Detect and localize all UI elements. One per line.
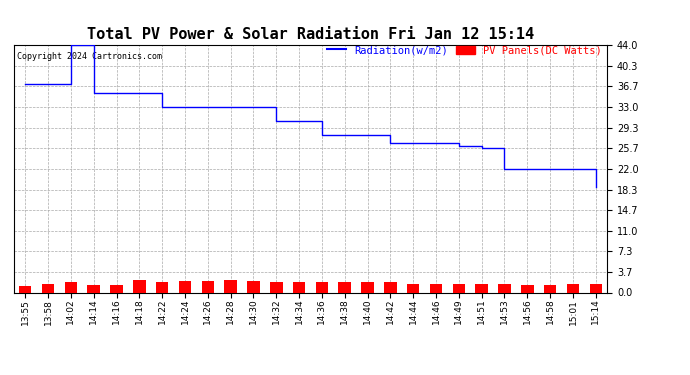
Bar: [88, 285, 100, 292]
Bar: [339, 282, 351, 292]
Bar: [407, 284, 420, 292]
Bar: [270, 282, 282, 292]
Bar: [315, 282, 328, 292]
Bar: [384, 282, 397, 292]
Bar: [110, 285, 123, 292]
Bar: [498, 284, 511, 292]
Bar: [42, 284, 55, 292]
Bar: [247, 281, 259, 292]
Bar: [430, 284, 442, 292]
Title: Total PV Power & Solar Radiation Fri Jan 12 15:14: Total PV Power & Solar Radiation Fri Jan…: [87, 27, 534, 42]
Bar: [544, 285, 556, 292]
Bar: [475, 284, 488, 292]
Bar: [453, 284, 465, 292]
Legend: Radiation(w/m2), PV Panels(DC Watts): Radiation(w/m2), PV Panels(DC Watts): [327, 45, 602, 55]
Bar: [65, 282, 77, 292]
Bar: [362, 282, 374, 292]
Bar: [293, 282, 306, 292]
Bar: [521, 285, 533, 292]
Bar: [133, 280, 146, 292]
Bar: [224, 280, 237, 292]
Bar: [179, 281, 191, 292]
Bar: [566, 284, 579, 292]
Bar: [156, 282, 168, 292]
Text: Copyright 2024 Cartronics.com: Copyright 2024 Cartronics.com: [17, 53, 161, 62]
Bar: [589, 284, 602, 292]
Bar: [201, 281, 214, 292]
Bar: [19, 286, 32, 292]
